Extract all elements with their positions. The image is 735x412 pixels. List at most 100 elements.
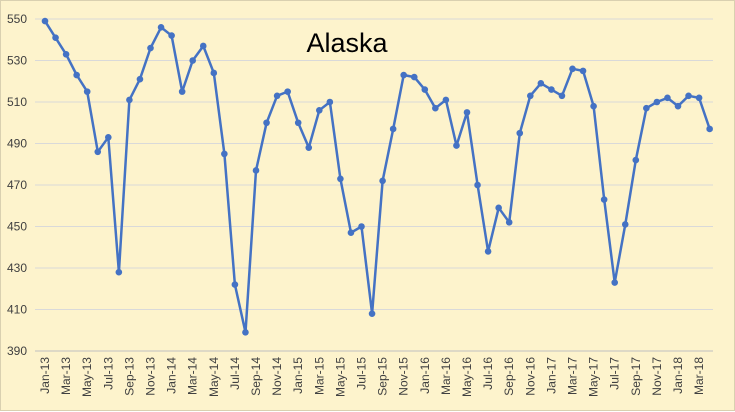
- data-point: [73, 71, 80, 79]
- data-point: [199, 42, 207, 50]
- x-tick-label: Nov-15: [397, 357, 411, 396]
- x-tick-label: Mar-16: [439, 357, 453, 395]
- data-point: [558, 92, 566, 100]
- data-point: [537, 80, 545, 87]
- data-point: [611, 279, 618, 286]
- data-point: [674, 102, 682, 110]
- data-point: [706, 125, 713, 133]
- data-point: [432, 104, 439, 112]
- x-tick-label: May-16: [460, 357, 474, 397]
- data-point: [442, 96, 450, 104]
- data-point: [294, 119, 302, 127]
- x-tick-label: Nov-17: [650, 357, 664, 396]
- x-tick-label: Jan-16: [418, 357, 432, 394]
- data-point: [136, 75, 144, 83]
- data-point: [695, 94, 703, 102]
- x-tick-label: Sep-14: [249, 357, 263, 396]
- data-point: [643, 104, 650, 112]
- data-point: [94, 148, 102, 156]
- x-tick-label: Mar-15: [312, 357, 326, 395]
- data-point: [685, 92, 692, 100]
- x-tick-label: Jul-14: [228, 357, 242, 390]
- x-tick-label: May-14: [207, 357, 221, 397]
- chart-title: Alaska: [306, 28, 388, 58]
- x-tick-label: Sep-17: [629, 357, 643, 396]
- x-tick-label: Mar-17: [566, 357, 580, 395]
- x-tick-label: May-15: [333, 357, 347, 397]
- series-line: [43, 20, 711, 334]
- data-point: [105, 133, 112, 141]
- data-point: [263, 119, 270, 127]
- data-point: [178, 88, 186, 95]
- data-point: [505, 219, 513, 226]
- x-tick-label: Mar-18: [692, 357, 706, 395]
- x-tick-label: Nov-16: [523, 357, 537, 396]
- x-tick-label: Jan-15: [291, 357, 305, 394]
- y-tick-label: 450: [7, 220, 27, 234]
- data-point: [527, 92, 534, 100]
- x-tick-label: Jul-16: [481, 357, 495, 390]
- data-point: [242, 329, 249, 336]
- data-point: [273, 92, 281, 100]
- data-point: [157, 24, 165, 31]
- data-point: [632, 156, 640, 164]
- data-point: [326, 98, 334, 106]
- data-point: [115, 268, 123, 276]
- data-point: [453, 142, 460, 149]
- data-point: [41, 17, 49, 25]
- y-tick-label: 510: [7, 95, 27, 109]
- data-point: [516, 129, 524, 137]
- data-point: [463, 109, 471, 116]
- x-tick-label: Sep-13: [122, 357, 136, 396]
- x-tick-label: Jan-17: [544, 357, 558, 394]
- x-tick-label: May-17: [587, 357, 601, 397]
- data-point: [347, 229, 355, 237]
- y-tick-label: 550: [7, 12, 27, 26]
- data-point: [316, 107, 323, 114]
- data-point: [621, 221, 629, 228]
- data-point: [147, 44, 154, 52]
- data-point: [52, 34, 59, 41]
- data-point: [421, 86, 429, 93]
- y-tick-label: 530: [7, 54, 27, 68]
- data-point: [389, 125, 397, 133]
- data-point: [410, 73, 418, 81]
- y-tick-label: 470: [7, 178, 27, 192]
- x-tick-label: Mar-13: [59, 357, 73, 395]
- data-point: [569, 65, 576, 73]
- data-point: [189, 57, 196, 64]
- x-tick-label: Jan-13: [38, 357, 52, 394]
- data-point: [210, 69, 218, 77]
- x-tick-label: Jan-18: [671, 357, 685, 394]
- x-tick-label: Nov-13: [144, 357, 158, 396]
- data-point: [168, 32, 175, 39]
- data-point: [653, 98, 661, 106]
- y-tick-label: 490: [7, 137, 27, 151]
- data-point: [305, 144, 313, 151]
- x-tick-label: Jan-14: [165, 357, 179, 394]
- data-point: [358, 223, 365, 230]
- x-tick-label: Sep-16: [502, 357, 516, 396]
- x-tick-label: Nov-14: [270, 357, 284, 396]
- data-point: [252, 167, 260, 174]
- data-point: [484, 248, 492, 255]
- data-point: [474, 181, 481, 189]
- data-point: [379, 177, 386, 185]
- data-point: [337, 175, 344, 183]
- data-point: [664, 94, 671, 102]
- x-tick-label: Jul-13: [101, 357, 115, 390]
- x-tick-label: Jul-15: [355, 357, 369, 390]
- data-point: [231, 281, 239, 288]
- data-point: [368, 310, 376, 317]
- y-tick-label: 410: [7, 303, 27, 317]
- data-point: [284, 88, 291, 95]
- data-point: [600, 196, 608, 203]
- x-tick-label: Sep-15: [376, 357, 390, 396]
- x-tick-label: Jul-17: [608, 357, 622, 390]
- y-tick-label: 430: [7, 261, 27, 275]
- data-point: [83, 88, 91, 95]
- data-point: [590, 102, 597, 110]
- x-tick-label: Mar-14: [186, 357, 200, 395]
